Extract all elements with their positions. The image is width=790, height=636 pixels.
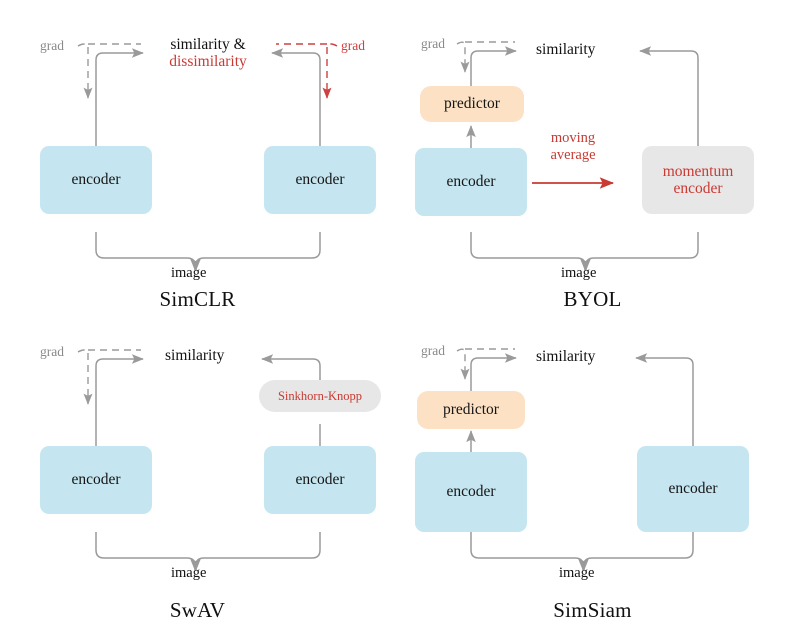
simclr-objective-sub: dissimilarity (169, 53, 247, 71)
simclr-left-encoder-label: encoder (71, 171, 121, 189)
swav-sinkhorn-label: Sinkhorn-Knopp (277, 389, 363, 403)
simsiam-left-encoder[interactable]: encoder (415, 452, 527, 532)
byol-grad-left-label: grad (421, 36, 445, 51)
simclr-image-label: image (171, 265, 207, 281)
byol-momentum-line1: momentum (662, 162, 734, 180)
swav-sinkhorn-knopp[interactable]: Sinkhorn-Knopp (259, 380, 381, 412)
simsiam-objective: similarity (536, 348, 596, 365)
swav-right-encoder-label: encoder (295, 471, 345, 489)
simsiam-left-encoder-label: encoder (446, 483, 496, 501)
byol-image-label: image (561, 265, 597, 281)
swav-image-label: image (171, 565, 207, 581)
byol-left-encoder-label: encoder (446, 173, 496, 191)
simclr-connectors (77, 43, 338, 271)
simclr-title: SimCLR (159, 287, 236, 311)
simclr-right-encoder-label: encoder (295, 171, 345, 189)
swav-left-encoder-label: encoder (71, 471, 121, 489)
simclr-grad-right-label: grad (341, 38, 365, 53)
simsiam-predictor[interactable]: predictor (417, 391, 525, 429)
byol-title: BYOL (563, 287, 622, 311)
byol-connectors (456, 41, 699, 271)
swav-left-encoder[interactable]: encoder (40, 446, 152, 514)
byol-objective: similarity (536, 41, 596, 58)
swav-connectors (77, 349, 321, 571)
simsiam-image-label: image (559, 565, 595, 581)
swav-title: SwAV (169, 598, 226, 622)
byol-momentum-encoder[interactable]: momentum encoder (642, 146, 754, 214)
simclr-grad-left-label: grad (40, 38, 64, 53)
byol-moving-line1: moving (550, 130, 596, 146)
swav-grad-left-label: grad (40, 344, 64, 359)
simsiam-grad-left-label: grad (421, 343, 445, 358)
byol-moving-average-label: moving average (535, 130, 611, 163)
panel-simclr: encoder encoder similarity & dissimilari… (0, 0, 395, 318)
simsiam-right-encoder[interactable]: encoder (637, 446, 749, 532)
panel-simsiam: predictor encoder encoder similarity gra… (395, 318, 790, 636)
simclr-objective: similarity & dissimilarity (160, 36, 256, 71)
swav-right-encoder[interactable]: encoder (264, 446, 376, 514)
panel-swav: encoder encoder Sinkhorn-Knopp similarit… (0, 318, 395, 636)
panel-byol: predictor encoder momentum encoder simil… (395, 0, 790, 318)
byol-predictor[interactable]: predictor (420, 86, 524, 122)
simclr-left-encoder[interactable]: encoder (40, 146, 152, 214)
byol-momentum-line2: encoder (673, 180, 723, 197)
byol-moving-line2: average (550, 146, 596, 163)
simsiam-connectors (456, 348, 694, 571)
simsiam-title: SimSiam (553, 598, 632, 622)
swav-objective: similarity (165, 347, 225, 364)
simsiam-predictor-label: predictor (443, 401, 499, 419)
byol-predictor-label: predictor (444, 95, 500, 113)
byol-left-encoder[interactable]: encoder (415, 148, 527, 216)
simclr-objective-main: similarity & (170, 36, 246, 53)
simclr-right-encoder[interactable]: encoder (264, 146, 376, 214)
simsiam-right-encoder-label: encoder (668, 480, 718, 498)
